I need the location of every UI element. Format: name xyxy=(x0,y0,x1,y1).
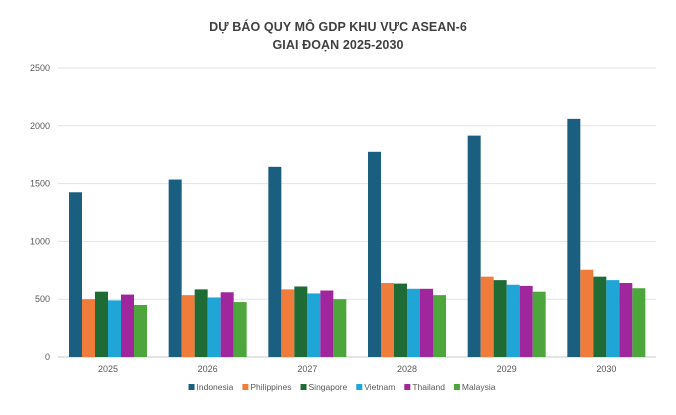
y-tick-label: 2000 xyxy=(30,121,50,131)
bar-vietnam-2028 xyxy=(407,288,420,357)
x-tick-label: 2029 xyxy=(497,364,517,374)
y-tick-label: 1500 xyxy=(30,179,50,189)
legend-label: Vietnam xyxy=(364,382,395,392)
x-tick-label: 2026 xyxy=(198,364,218,374)
bar-philippines-2029 xyxy=(480,276,494,357)
bar-indonesia-2025 xyxy=(69,192,82,357)
y-tick-label: 2500 xyxy=(30,63,50,73)
bar-malaysia-2027 xyxy=(333,299,347,357)
y-tick-label: 1000 xyxy=(30,236,50,246)
legend-swatch xyxy=(453,384,460,390)
bar-philippines-2027 xyxy=(281,289,295,357)
bar-vietnam-2027 xyxy=(307,293,321,357)
x-tick-label: 2025 xyxy=(98,364,118,374)
bar-philippines-2030 xyxy=(580,269,594,357)
bar-thailand-2026 xyxy=(220,292,234,357)
legend-item: Philippines xyxy=(242,382,292,392)
y-tick-label: 500 xyxy=(35,294,50,304)
legend-label: Thailand xyxy=(412,382,445,392)
bar-thailand-2029 xyxy=(519,285,533,357)
bar-singapore-2027 xyxy=(294,286,308,357)
bar-indonesia-2029 xyxy=(467,135,481,357)
bar-thailand-2027 xyxy=(320,290,334,357)
bar-malaysia-2028 xyxy=(433,295,446,357)
legend-label: Philippines xyxy=(250,382,291,392)
bar-malaysia-2029 xyxy=(532,291,546,357)
bar-vietnam-2030 xyxy=(606,280,620,357)
legend-item: Singapore xyxy=(300,382,348,392)
bar-singapore-2025 xyxy=(95,291,108,357)
legend-label: Malaysia xyxy=(462,382,496,392)
x-tick-label: 2028 xyxy=(397,364,417,374)
bar-indonesia-2027 xyxy=(268,166,282,357)
x-axis-ticks: 2025 2026 2027 2028 2029 2030 xyxy=(98,364,616,374)
bar-singapore-2030 xyxy=(593,276,607,357)
legend-item: Thailand xyxy=(404,382,445,392)
legend-swatch xyxy=(188,384,195,390)
legend: Indonesia Philippines Singapore Vietnam Thai… xyxy=(188,382,496,392)
bar-thailand-2030 xyxy=(619,283,633,357)
bar-malaysia-2026 xyxy=(233,302,247,357)
legend-swatch xyxy=(404,384,411,390)
x-tick-label: 2030 xyxy=(596,364,616,374)
y-axis-ticks: 0 500 1000 1500 2000 2500 xyxy=(30,63,50,362)
chart-title-line-1: DỰ BÁO QUY MÔ GDP KHU VỰC ASEAN-6 xyxy=(209,20,467,34)
legend-label: Singapore xyxy=(309,382,348,392)
bar-malaysia-2025 xyxy=(134,304,147,357)
bar-philippines-2025 xyxy=(82,299,95,357)
bar-indonesia-2026 xyxy=(168,179,182,357)
bar-malaysia-2030 xyxy=(632,288,646,357)
bar-indonesia-2028 xyxy=(368,151,381,357)
legend-label: Indonesia xyxy=(197,382,234,392)
legend-swatch xyxy=(242,384,249,390)
bar-singapore-2029 xyxy=(493,280,507,357)
bar-thailand-2025 xyxy=(121,294,134,357)
legend-swatch xyxy=(300,384,307,390)
bar-vietnam-2025 xyxy=(108,300,121,357)
legend-item: Vietnam xyxy=(356,382,395,392)
gridlines xyxy=(58,67,656,358)
legend-swatch xyxy=(356,384,363,390)
bar-philippines-2026 xyxy=(181,295,195,357)
bar-singapore-2028 xyxy=(394,283,407,357)
y-tick-label: 0 xyxy=(45,352,50,362)
legend-item: Indonesia xyxy=(188,382,234,392)
chart-title-line-2: GIAI ĐOẠN 2025-2030 xyxy=(272,38,404,52)
bar-philippines-2028 xyxy=(381,283,394,357)
bar-thailand-2028 xyxy=(420,288,433,357)
x-tick-label: 2027 xyxy=(297,364,317,374)
bar-singapore-2026 xyxy=(194,289,208,357)
legend-item: Malaysia xyxy=(453,382,496,392)
bar-vietnam-2029 xyxy=(506,284,520,357)
bars xyxy=(69,118,646,357)
bar-indonesia-2030 xyxy=(567,118,581,357)
bar-vietnam-2026 xyxy=(207,297,221,357)
